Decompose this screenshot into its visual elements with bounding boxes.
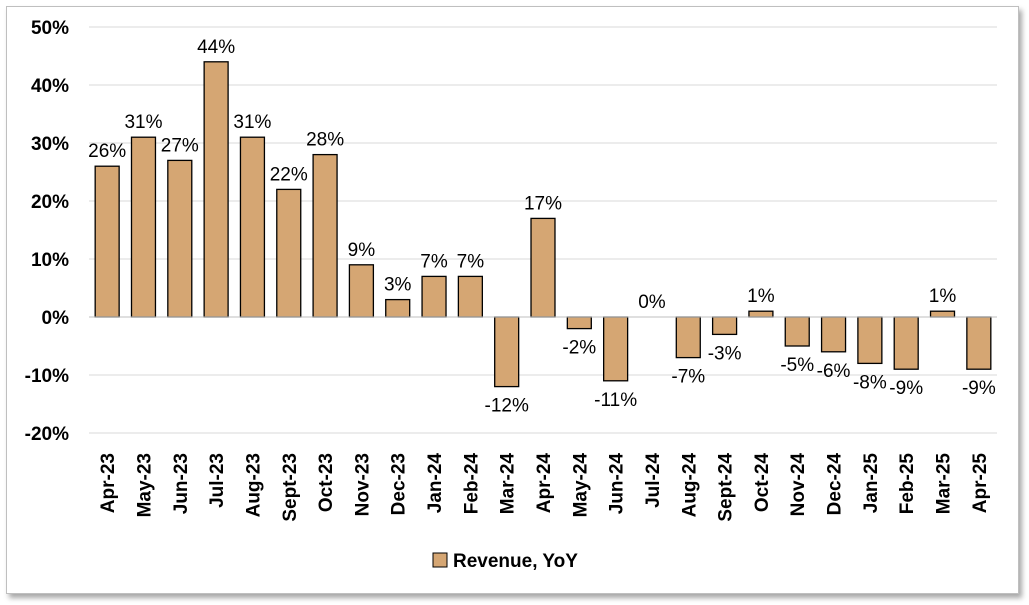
- x-tick-label: Aug-23: [243, 453, 264, 517]
- y-tick-label: 20%: [31, 192, 69, 213]
- data-label: 27%: [161, 135, 199, 156]
- y-tick-label: 40%: [31, 76, 69, 97]
- data-label: 0%: [638, 292, 666, 313]
- data-label: -7%: [671, 367, 705, 388]
- x-tick-label: Dec-23: [389, 453, 410, 515]
- bar: [820, 316, 847, 353]
- legend: Revenue, YoY: [432, 551, 578, 572]
- x-tick-label: Nov-23: [352, 453, 373, 516]
- legend-swatch: [432, 552, 448, 568]
- x-tick-label: Feb-24: [461, 453, 482, 515]
- data-label: 17%: [524, 193, 562, 214]
- data-label: 26%: [88, 141, 126, 162]
- bar: [711, 316, 738, 336]
- chart-frame: -20% -10% 0% 10% 20% 30% 40% 50% 26% 31% 27% 44% 31…: [6, 6, 1019, 594]
- x-tick-label: Apr-23: [98, 453, 119, 513]
- data-label: -8%: [853, 372, 887, 393]
- data-label: 1%: [747, 286, 775, 307]
- x-tick-label: May-23: [134, 453, 155, 517]
- data-labels: 26%31%27%44%31%22%28%9%3%7% 7%-12%17%-2%-…: [88, 37, 996, 417]
- bars: [94, 61, 992, 388]
- bar: [312, 153, 338, 318]
- bar: [130, 136, 157, 318]
- data-label: 7%: [457, 251, 485, 272]
- data-label: 31%: [233, 112, 271, 133]
- y-tick-label: -10%: [25, 366, 69, 387]
- x-tick-label: Dec-24: [825, 453, 846, 516]
- bar: [784, 316, 810, 347]
- x-tick-label: May-24: [570, 453, 591, 518]
- bar: [530, 217, 556, 318]
- data-label: 31%: [124, 112, 162, 133]
- data-label: -9%: [962, 378, 996, 399]
- revenue-yoy-bar-chart: -20%-10%0%10%20%30%40%50% 26%31%27%44%31…: [25, 18, 997, 572]
- y-tick-label: 10%: [31, 250, 69, 271]
- data-label: -6%: [817, 361, 851, 382]
- data-label: 7%: [420, 251, 448, 272]
- bar: [893, 316, 919, 370]
- x-tick-label: Mar-25: [934, 453, 955, 515]
- bar: [966, 316, 992, 370]
- legend-label: Revenue, YoY: [453, 551, 578, 572]
- x-tick-label: Apr-24: [534, 453, 555, 514]
- data-label: -3%: [708, 343, 742, 364]
- data-label: 28%: [306, 130, 344, 151]
- bar: [94, 165, 120, 318]
- x-tick-label: Jun-24: [607, 453, 628, 515]
- data-label: -2%: [562, 338, 596, 359]
- data-label: 44%: [197, 37, 235, 58]
- x-tick-label: Apr-25: [970, 453, 991, 514]
- x-tick-label: Jan-24: [425, 453, 446, 514]
- bar: [675, 316, 701, 359]
- x-tick-label: Oct-24: [752, 453, 773, 513]
- x-tick-label: Jun-23: [171, 453, 192, 514]
- y-tick-label: -20%: [25, 424, 69, 445]
- data-label: 9%: [348, 240, 376, 261]
- x-tick-label: Aug-24: [679, 453, 700, 518]
- bar: [276, 188, 302, 318]
- x-tick-label: Sept-23: [280, 453, 301, 522]
- data-label: 22%: [270, 164, 308, 185]
- y-tick-label: 30%: [31, 134, 69, 155]
- y-axis-tick-labels: -20% -10% 0% 10% 20% 30% 40% 50%: [25, 18, 69, 445]
- bar: [603, 316, 629, 382]
- bar: [421, 275, 447, 318]
- bar: [203, 61, 229, 318]
- bar: [457, 275, 483, 318]
- y-tick-label: 50%: [31, 18, 69, 39]
- x-tick-label: Sept-24: [716, 453, 737, 522]
- data-label: 1%: [929, 286, 957, 307]
- bar: [929, 310, 956, 318]
- data-label: -11%: [594, 390, 637, 411]
- bar: [167, 159, 193, 318]
- bar: [566, 316, 592, 330]
- bar: [348, 264, 375, 318]
- data-label: -9%: [889, 378, 923, 399]
- x-axis-tick-labels: Apr-23 May-23 Jun-23 Jul-23 Aug-23 Sept-23 Oct…: [98, 453, 991, 522]
- x-tick-label: Feb-25: [897, 453, 918, 515]
- bar: [494, 316, 520, 388]
- x-tick-label: Oct-23: [316, 453, 337, 512]
- x-tick-label: Jul-24: [643, 453, 664, 508]
- data-label: -12%: [485, 396, 529, 417]
- bar: [748, 310, 774, 318]
- x-tick-label: Mar-24: [498, 453, 519, 515]
- x-tick-label: Jan-25: [861, 453, 882, 514]
- data-label: 3%: [384, 275, 412, 296]
- x-tick-label: Nov-24: [788, 453, 809, 517]
- bar: [857, 316, 883, 365]
- x-tick-label: Jul-23: [207, 453, 228, 508]
- bar: [385, 298, 411, 318]
- data-label: -5%: [780, 355, 814, 376]
- y-tick-label: 0%: [42, 308, 70, 329]
- bar: [239, 136, 266, 318]
